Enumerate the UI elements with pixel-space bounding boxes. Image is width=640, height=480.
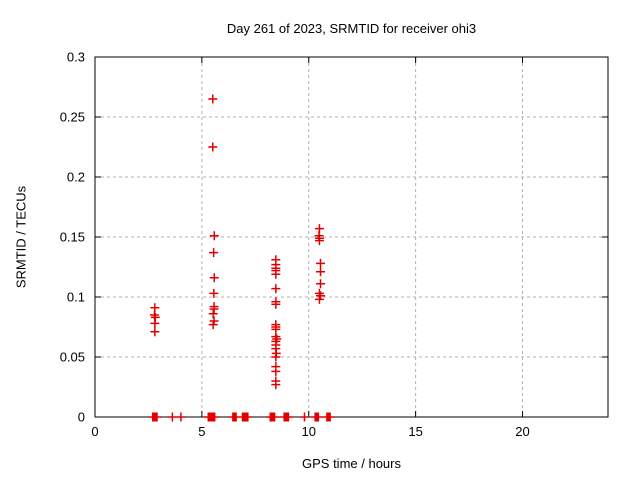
x-tick-label: 0 [91,424,98,439]
y-tick-label: 0 [78,410,85,425]
x-tick-label: 20 [515,424,529,439]
data-points [148,94,335,422]
y-tick-label: 0.2 [67,170,85,185]
y-tick-label: 0.3 [67,50,85,65]
y-tick-label: 0.1 [67,290,85,305]
x-axis-label: GPS time / hours [302,456,401,471]
x-tick-label: 10 [302,424,316,439]
y-tick-label: 0.15 [60,230,85,245]
plot-frame [94,56,609,418]
x-tick-label: 5 [198,424,205,439]
y-tick-label: 0.25 [60,110,85,125]
x-tick-label: 15 [408,424,422,439]
y-tick-label: 0.05 [60,350,85,365]
chart-title: Day 261 of 2023, SRMTID for receiver ohi… [226,21,477,36]
